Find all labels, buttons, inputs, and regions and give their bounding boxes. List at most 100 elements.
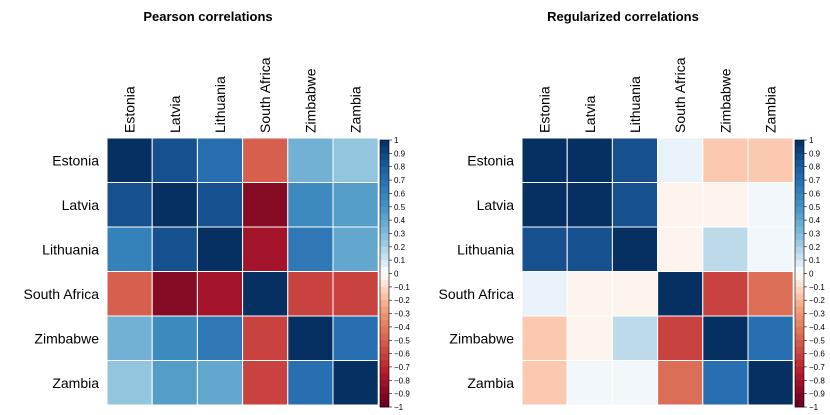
colorbar-segment [380, 346, 389, 355]
heatmap-cell [196, 226, 244, 272]
colorbar-segment [380, 153, 389, 161]
colorbar-segment [380, 360, 389, 368]
heatmap-cell [151, 271, 198, 317]
colorbar-segment [380, 180, 389, 188]
colorbar-tick-label: 0.3 [394, 229, 406, 238]
colorbar-segment [380, 300, 389, 308]
colorbar-segment [380, 320, 389, 328]
colorbar-segment [380, 306, 389, 314]
heatmap-cell [106, 182, 153, 228]
colorbar-tick-label: 0.6 [809, 189, 821, 198]
heatmap-cell [151, 226, 198, 272]
heatmap-cell [702, 315, 749, 361]
heatmap-cell [242, 226, 289, 272]
heatmap-cell [287, 315, 334, 361]
heatmap-cell [657, 271, 704, 317]
heatmap-cell [657, 360, 704, 406]
row-label: Lithuania [42, 241, 99, 257]
colorbar-tick-label: −0.9 [809, 390, 825, 399]
column-label: South Africa [257, 57, 273, 133]
heatmap-cell [521, 360, 568, 406]
heatmap-cell [106, 315, 153, 361]
colorbar-segment [795, 313, 804, 321]
heatmap-cell [287, 137, 334, 183]
colorbar-segment [795, 153, 804, 161]
colorbar-tick-label: 0 [394, 270, 399, 279]
heatmap-cell [196, 271, 244, 317]
colorbar-segment [380, 326, 389, 334]
colorbar-segment [380, 260, 389, 268]
colorbar-segment [795, 366, 804, 375]
colorbar-segment [795, 266, 804, 274]
heatmap-cell [196, 137, 244, 183]
colorbar-segment [795, 280, 804, 288]
colorbar-segment [795, 220, 804, 228]
heatmap-cell [151, 315, 198, 361]
colorbar-tick-label: −0.6 [809, 350, 825, 359]
colorbar-tick-label: 0.1 [809, 256, 821, 265]
colorbar-tick-label: 0.2 [394, 243, 406, 252]
colorbar-tick-label: −0.7 [394, 363, 410, 372]
colorbar-tick-label: 0.2 [809, 243, 821, 252]
heatmap-cell [106, 360, 153, 406]
colorbar-segment [380, 280, 389, 288]
colorbar-segment [795, 240, 804, 248]
colorbar-segment [795, 346, 804, 355]
heatmap-cell [332, 226, 379, 272]
colorbar-tick-label: −0.4 [394, 323, 410, 332]
colorbar-segment [380, 140, 389, 148]
heatmap-cell [611, 226, 659, 272]
column-label: Latvia [582, 95, 598, 133]
colorbar-segment [380, 393, 389, 401]
heatmap-cell [702, 271, 749, 317]
colorbar-segment [795, 286, 804, 294]
column-label: Zambia [763, 86, 779, 133]
colorbar-tick-label: 0.8 [394, 163, 406, 172]
colorbar-segment [380, 253, 389, 261]
chart-title: Pearson correlations [143, 9, 272, 24]
heatmap-cell [287, 360, 334, 406]
heatmap-cell [196, 360, 244, 406]
row-label: Zimbabwe [34, 330, 99, 346]
row-label: Estonia [467, 152, 514, 168]
heatmap-cell [566, 315, 613, 361]
colorbar-segment [795, 360, 804, 368]
colorbar-segment [380, 373, 389, 381]
heatmap-cell [566, 182, 613, 228]
row-label: Zimbabwe [449, 330, 514, 346]
colorbar-segment [380, 233, 389, 241]
colorbar-segment [380, 286, 389, 294]
colorbar-segment [795, 306, 804, 314]
colorbar-segment [380, 206, 389, 214]
colorbar-segment [795, 400, 804, 408]
colorbar-segment [380, 173, 389, 181]
colorbar-segment [380, 193, 389, 201]
heatmap-cell [657, 137, 704, 183]
colorbar-segment [795, 233, 804, 241]
column-label: South Africa [672, 57, 688, 133]
colorbar-segment [795, 393, 804, 401]
heatmap-cell [332, 315, 379, 361]
heatmap-cell [196, 182, 244, 228]
heatmap-cell [332, 360, 379, 406]
heatmap-cell [521, 226, 568, 272]
colorbar-segment [380, 160, 389, 168]
colorbar-tick-label: −0.2 [809, 296, 825, 305]
column-label: Zimbabwe [302, 68, 318, 133]
row-label: Latvia [62, 197, 100, 213]
colorbar-tick-label: −0.8 [809, 376, 825, 385]
heatmap-cell [611, 137, 659, 183]
heatmap-cell [747, 226, 794, 272]
colorbar-segment [795, 200, 804, 208]
colorbar-segment [380, 246, 389, 254]
colorbar-segment [380, 353, 389, 361]
colorbar-segment [380, 240, 389, 248]
colorbar-segment [380, 333, 389, 341]
colorbar-segment [795, 140, 804, 148]
row-label: South Africa [24, 286, 100, 302]
column-label: Lithuania [212, 76, 228, 133]
row-label: Latvia [477, 197, 515, 213]
heatmap-cell [566, 271, 613, 317]
colorbar-tick-label: −0.5 [394, 336, 410, 345]
colorbar-tick-label: 1 [809, 136, 814, 145]
